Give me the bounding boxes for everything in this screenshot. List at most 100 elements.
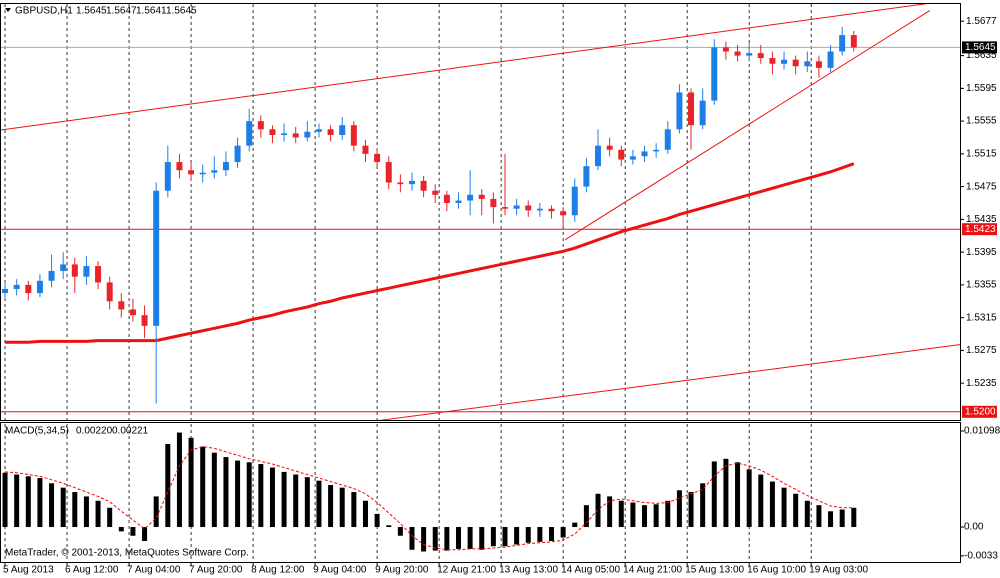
y-tick-label: 1.5395 (966, 247, 997, 258)
plot-layer (0, 4, 960, 562)
candle-body (595, 145, 602, 167)
macd-bar (665, 500, 671, 528)
macd-bar (758, 474, 764, 528)
candle-body (13, 284, 20, 289)
macd-bar (246, 462, 252, 528)
bid-label: 1.5645 (965, 42, 996, 53)
macd-bar (642, 505, 648, 528)
x-tick-label: 13 Aug 13:00 (499, 565, 558, 576)
price-label-box (962, 223, 997, 236)
macd-bar (397, 527, 403, 536)
candle-body (60, 264, 67, 271)
candle-body (153, 190, 160, 326)
macd-bar (572, 522, 578, 528)
macd-bar (618, 500, 624, 528)
macd-bar (107, 507, 113, 528)
candle-body (815, 61, 822, 68)
macd-bar (293, 474, 299, 528)
main-frame (0, 3, 961, 421)
signal-line (5, 446, 854, 551)
candle-body (95, 266, 102, 283)
candle-body (467, 194, 474, 201)
macd-bar (630, 502, 636, 528)
macd-bar (176, 432, 182, 528)
candle-body (129, 309, 136, 316)
macd-bar (60, 487, 66, 528)
macd-bar (688, 492, 694, 528)
macd-bar (560, 527, 566, 538)
candle-body (141, 315, 148, 326)
candle-body (327, 129, 334, 136)
candle-body (36, 280, 43, 294)
candle-body (688, 92, 695, 126)
macd-bar (235, 460, 241, 528)
x-tick-label: 9 Aug 20:00 (375, 565, 429, 576)
macd-bar (25, 476, 31, 528)
candle-body (792, 59, 799, 67)
candle-body (269, 129, 276, 136)
y-tick-label: 0.00 (964, 522, 984, 533)
candle-body (281, 133, 288, 136)
symbol-title: GBPUSD,H1 (15, 6, 73, 17)
candle-body (478, 194, 485, 199)
macd-bar (804, 500, 810, 528)
candle-body (315, 129, 322, 132)
candle-body (71, 264, 78, 277)
macd-title: MACD(5,34,5) (5, 426, 69, 437)
candle-body (711, 47, 718, 101)
y-tick-label: 1.5595 (966, 83, 997, 94)
candle-body (199, 172, 206, 175)
x-tick-label: 8 Aug 12:00 (251, 565, 305, 576)
candle-body (641, 151, 648, 157)
macd-bar (490, 527, 496, 547)
candle-body (2, 288, 9, 294)
macd-bar (269, 467, 275, 528)
candle-body (222, 162, 229, 171)
y-tick-label: 1.5515 (966, 148, 997, 159)
candle-body (781, 59, 788, 64)
y-tick-label: 1.5355 (966, 280, 997, 291)
macd-bar (432, 527, 438, 551)
candle-body (618, 149, 625, 160)
candle-body (420, 180, 427, 191)
candle-body (257, 121, 264, 130)
macd-bar (793, 493, 799, 528)
macd-bar (153, 496, 159, 528)
candle-body (246, 121, 253, 146)
macd-bar (118, 527, 124, 532)
x-tick-label: 19 Aug 03:00 (809, 565, 868, 576)
macd-bar (595, 493, 601, 528)
candle-body (804, 61, 811, 67)
x-tick-label: 5 Aug 2013 (3, 565, 54, 576)
macd-bar (386, 525, 392, 528)
candle-body (606, 145, 613, 150)
macd-bar (316, 480, 322, 528)
candle-body (432, 190, 439, 195)
candle-body (513, 205, 520, 209)
macd-bar (700, 483, 706, 528)
macd-bar (444, 527, 450, 551)
macd-bar (223, 457, 229, 528)
trend-line (564, 10, 931, 241)
macd-bar (514, 527, 520, 545)
candle-body (176, 162, 183, 171)
x-tick-label: 12 Aug 21:00 (437, 565, 496, 576)
macd-bar (676, 490, 682, 528)
menu-arrow[interactable] (5, 8, 11, 12)
macd-bar (828, 511, 834, 528)
candle-body (769, 58, 776, 64)
macd-bar (723, 458, 729, 528)
y-tick-label: 1.5275 (966, 345, 997, 356)
candle-body (501, 207, 508, 209)
macd-readout: 0.00220 (76, 426, 113, 437)
macd-bar (37, 478, 43, 528)
macd-bar (769, 481, 775, 528)
price-label: 1.5423 (965, 224, 996, 235)
candle-body (408, 180, 415, 185)
header-value: 1.5645 (76, 6, 107, 17)
x-tick-label: 15 Aug 13:00 (685, 565, 744, 576)
macd-bar (479, 527, 485, 550)
macd-bar (258, 464, 264, 528)
candle-body (629, 156, 636, 160)
macd-bar (839, 509, 845, 528)
